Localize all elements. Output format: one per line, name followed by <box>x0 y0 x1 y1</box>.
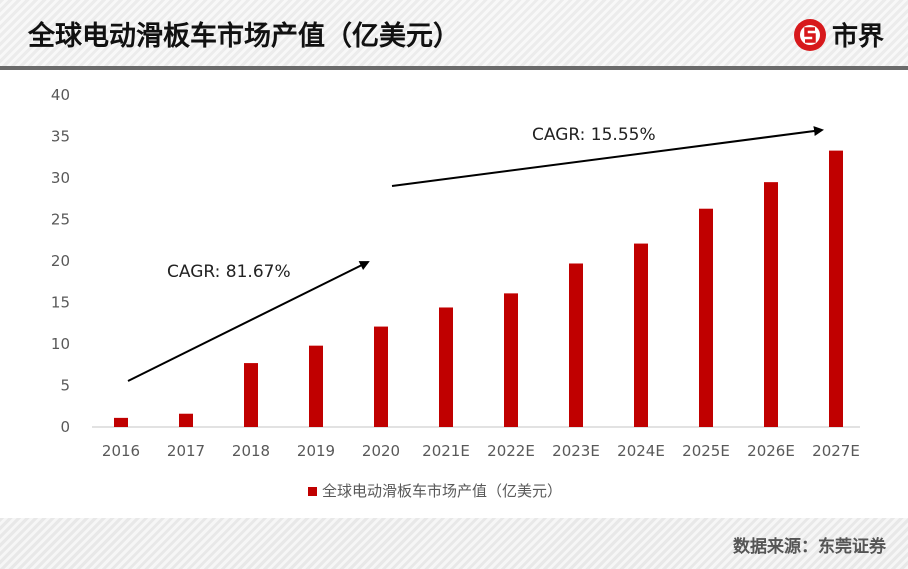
cagr-arrow-2 <box>391 126 824 187</box>
cagr-label-2: CAGR: 15.55% <box>532 125 656 145</box>
y-tick-label: 25 <box>51 211 70 229</box>
x-tick-label: 2024E <box>617 442 665 460</box>
y-tick-label: 10 <box>51 335 70 353</box>
y-tick-label: 5 <box>60 377 70 395</box>
bar-2019 <box>309 345 323 427</box>
y-tick-label: 0 <box>60 418 70 436</box>
bar-2026E <box>764 182 778 427</box>
bar-2020 <box>374 326 388 427</box>
bar-2018 <box>244 363 258 427</box>
bar-2027E <box>829 150 843 428</box>
x-tick-label: 2019 <box>297 442 335 460</box>
page-title: 全球电动滑板车市场产值（亿美元） <box>28 21 460 52</box>
x-tick-label: 2026E <box>747 442 795 460</box>
x-tick-label: 2023E <box>552 442 600 460</box>
x-tick-label: 2021E <box>422 442 470 460</box>
x-tick-label: 2016 <box>102 442 140 460</box>
legend-label: 全球电动滑板车市场产值（亿美元） <box>322 482 562 500</box>
cagr-label-1: CAGR: 81.67% <box>167 262 291 282</box>
x-tick-label: 2022E <box>487 442 535 460</box>
logo: 市界 <box>792 16 884 53</box>
header-banner <box>0 0 908 66</box>
bar-chart: 0 5 10 15 20 25 30 35 40 2016 2017 2018 2019 2020 202… <box>51 86 860 500</box>
x-tick-label: 2017 <box>167 442 205 460</box>
x-tick-label: 2018 <box>232 442 270 460</box>
y-tick-label: 20 <box>51 252 70 270</box>
bar-2016 <box>114 417 128 427</box>
x-tick-label: 2027E <box>812 442 860 460</box>
bar-2017 <box>179 413 193 427</box>
y-tick-label: 35 <box>51 128 70 146</box>
bar-2025E <box>699 208 713 427</box>
logo-text: 市界 <box>831 22 884 52</box>
bar-2023E <box>569 263 583 427</box>
footer-banner <box>0 518 908 569</box>
cagr-arrow-1 <box>127 261 370 382</box>
data-source: 数据来源：东莞证券 <box>733 537 886 557</box>
logo-icon <box>793 18 826 51</box>
x-tick-label: 2025E <box>682 442 730 460</box>
bar-2022E <box>504 293 518 427</box>
header-divider <box>0 66 908 70</box>
x-tick-label: 2020 <box>362 442 400 460</box>
legend-swatch <box>308 487 317 496</box>
legend: 全球电动滑板车市场产值（亿美元） <box>308 482 562 500</box>
bar-2024E <box>634 243 648 427</box>
bar-2021E <box>439 307 453 427</box>
y-tick-label: 15 <box>51 294 70 312</box>
y-tick-label: 40 <box>51 86 70 104</box>
y-tick-label: 30 <box>51 169 70 187</box>
